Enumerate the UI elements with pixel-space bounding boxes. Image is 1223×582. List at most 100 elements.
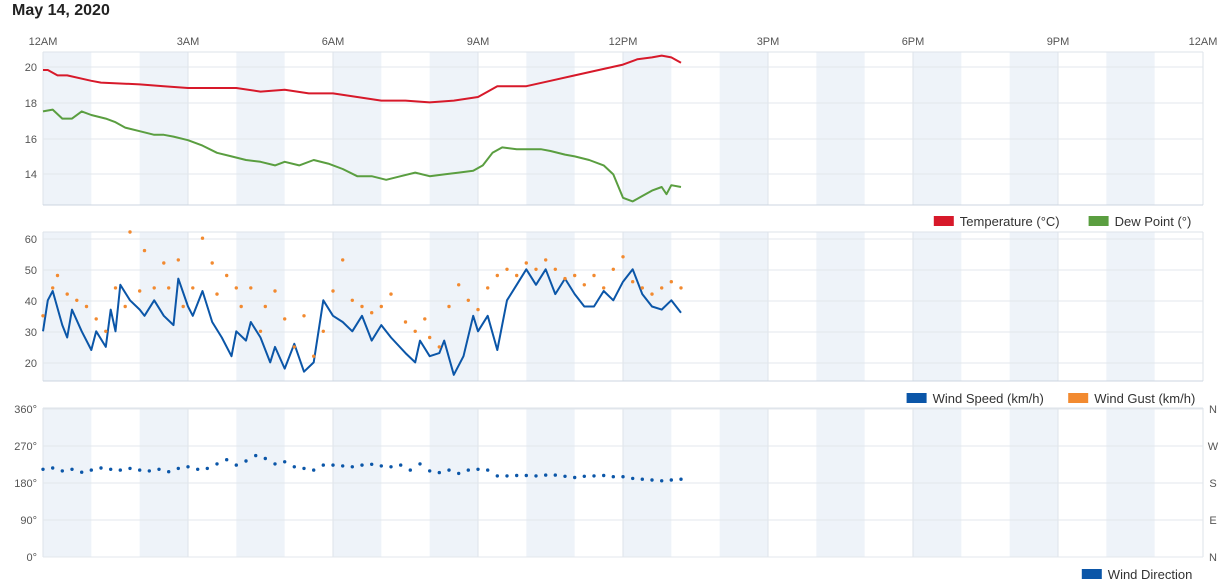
y-tick-label: 16: [25, 134, 37, 146]
legend-label[interactable]: Wind Gust (km/h): [1094, 391, 1195, 406]
band: [719, 52, 768, 205]
x-axis: 12AM 3AM 6AM 9AM 12PM 3PM 6PM 9PM 12AM: [29, 36, 1218, 48]
data-point: [370, 311, 374, 315]
band: [816, 52, 865, 205]
data-point: [592, 474, 596, 478]
data-point: [437, 345, 441, 349]
legend-swatch[interactable]: [906, 393, 927, 403]
data-point: [113, 286, 118, 290]
data-point: [486, 286, 490, 290]
data-point: [611, 267, 615, 271]
data-point: [51, 466, 55, 470]
band: [816, 232, 865, 381]
y-tick-label: 50: [25, 265, 37, 277]
data-point: [360, 463, 364, 467]
data-point: [515, 273, 519, 278]
data-point: [573, 273, 577, 278]
data-point: [70, 467, 74, 471]
data-point: [640, 477, 644, 481]
band: [43, 52, 92, 205]
data-point: [123, 304, 127, 309]
data-point: [553, 267, 557, 271]
band: [1106, 52, 1155, 205]
series-line: [42, 268, 682, 376]
data-point: [476, 307, 480, 312]
data-point: [234, 286, 238, 290]
data-point: [640, 286, 644, 290]
data-point: [162, 261, 166, 265]
data-point: [254, 453, 258, 458]
data-point: [360, 304, 364, 309]
data-point: [515, 473, 519, 478]
band: [913, 232, 962, 381]
data-point: [55, 273, 60, 278]
data-point: [379, 304, 383, 309]
data-point: [423, 317, 427, 321]
data-point: [602, 473, 606, 478]
data-point: [437, 470, 441, 475]
data-point: [563, 276, 567, 281]
data-point: [283, 460, 287, 464]
data-point: [408, 468, 412, 472]
legend-swatch[interactable]: [1088, 216, 1109, 226]
wind-speed-chart: 20 30 40 50 60 Wind Gust (km/h) Wind Speed (km…: [25, 230, 1204, 406]
y-tick-label: 60: [25, 234, 37, 246]
data-point: [312, 354, 316, 358]
data-point: [263, 456, 267, 461]
data-point: [234, 463, 238, 467]
band: [623, 232, 672, 381]
data-point: [167, 286, 171, 290]
y-tick-label: 30: [25, 327, 37, 339]
band: [333, 52, 382, 205]
wind-direction-chart: 0° 90° 180° 270° 360° N E S W N Wind Direction: [14, 404, 1219, 582]
data-point: [447, 468, 451, 472]
y-right-tick-label: E: [1209, 515, 1216, 527]
y-right-tick-label: N: [1209, 404, 1217, 416]
data-point: [225, 458, 229, 462]
legend-swatch[interactable]: [1068, 393, 1089, 403]
x-tick-label: 12AM: [29, 36, 58, 48]
data-point: [650, 478, 654, 482]
data-point: [553, 473, 557, 477]
data-point: [403, 320, 408, 324]
data-point: [370, 462, 374, 466]
band: [623, 52, 672, 205]
series-line: [43, 54, 682, 104]
data-point: [621, 255, 625, 259]
data-point: [563, 474, 567, 478]
data-point: [466, 298, 470, 302]
band: [913, 52, 962, 205]
band: [719, 232, 768, 381]
data-point: [341, 464, 345, 468]
data-point: [75, 298, 79, 302]
legend-label[interactable]: Wind Speed (km/h): [933, 391, 1044, 406]
legend-label[interactable]: Wind Direction: [1108, 567, 1193, 582]
data-point: [225, 273, 229, 278]
data-point: [350, 298, 354, 302]
data-point: [611, 475, 615, 479]
x-tick-label: 12PM: [609, 36, 638, 48]
legend-label[interactable]: Dew Point (°): [1115, 214, 1192, 229]
data-point: [447, 304, 451, 309]
band: [236, 52, 285, 205]
data-point: [621, 475, 625, 479]
legend-swatch[interactable]: [933, 216, 954, 226]
y-tick-label: 20: [25, 358, 37, 370]
data-point: [321, 329, 325, 333]
data-point: [273, 462, 277, 466]
data-point: [41, 467, 45, 471]
data-point: [631, 280, 635, 284]
legend-swatch[interactable]: [1081, 569, 1102, 579]
legend-label[interactable]: Temperature (°C): [960, 214, 1060, 229]
x-tick-label: 6AM: [322, 36, 345, 48]
data-point: [495, 273, 499, 278]
data-point: [457, 471, 461, 476]
data-point: [428, 335, 432, 340]
x-tick-label: 12AM: [1189, 36, 1218, 48]
page-title: May 14, 2020: [12, 2, 110, 19]
y-tick-label: 18: [25, 98, 37, 110]
data-point: [331, 289, 335, 293]
data-point: [181, 304, 185, 309]
y-tick-label: 0°: [26, 552, 37, 564]
